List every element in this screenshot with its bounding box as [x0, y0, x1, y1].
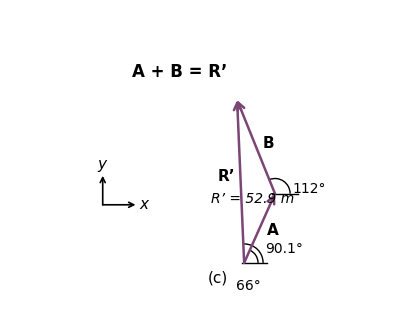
- Text: R’ = 52.9 m: R’ = 52.9 m: [211, 192, 294, 206]
- Text: A + B = R’: A + B = R’: [132, 63, 227, 81]
- Text: A: A: [267, 223, 279, 238]
- Text: (c): (c): [208, 271, 228, 286]
- Text: R’: R’: [218, 169, 235, 184]
- Text: x: x: [139, 197, 148, 212]
- Text: y: y: [97, 157, 106, 172]
- Text: 90.1°: 90.1°: [266, 242, 304, 256]
- Text: 66°: 66°: [236, 279, 260, 293]
- Text: 112°: 112°: [293, 182, 326, 195]
- Text: B: B: [262, 135, 274, 151]
